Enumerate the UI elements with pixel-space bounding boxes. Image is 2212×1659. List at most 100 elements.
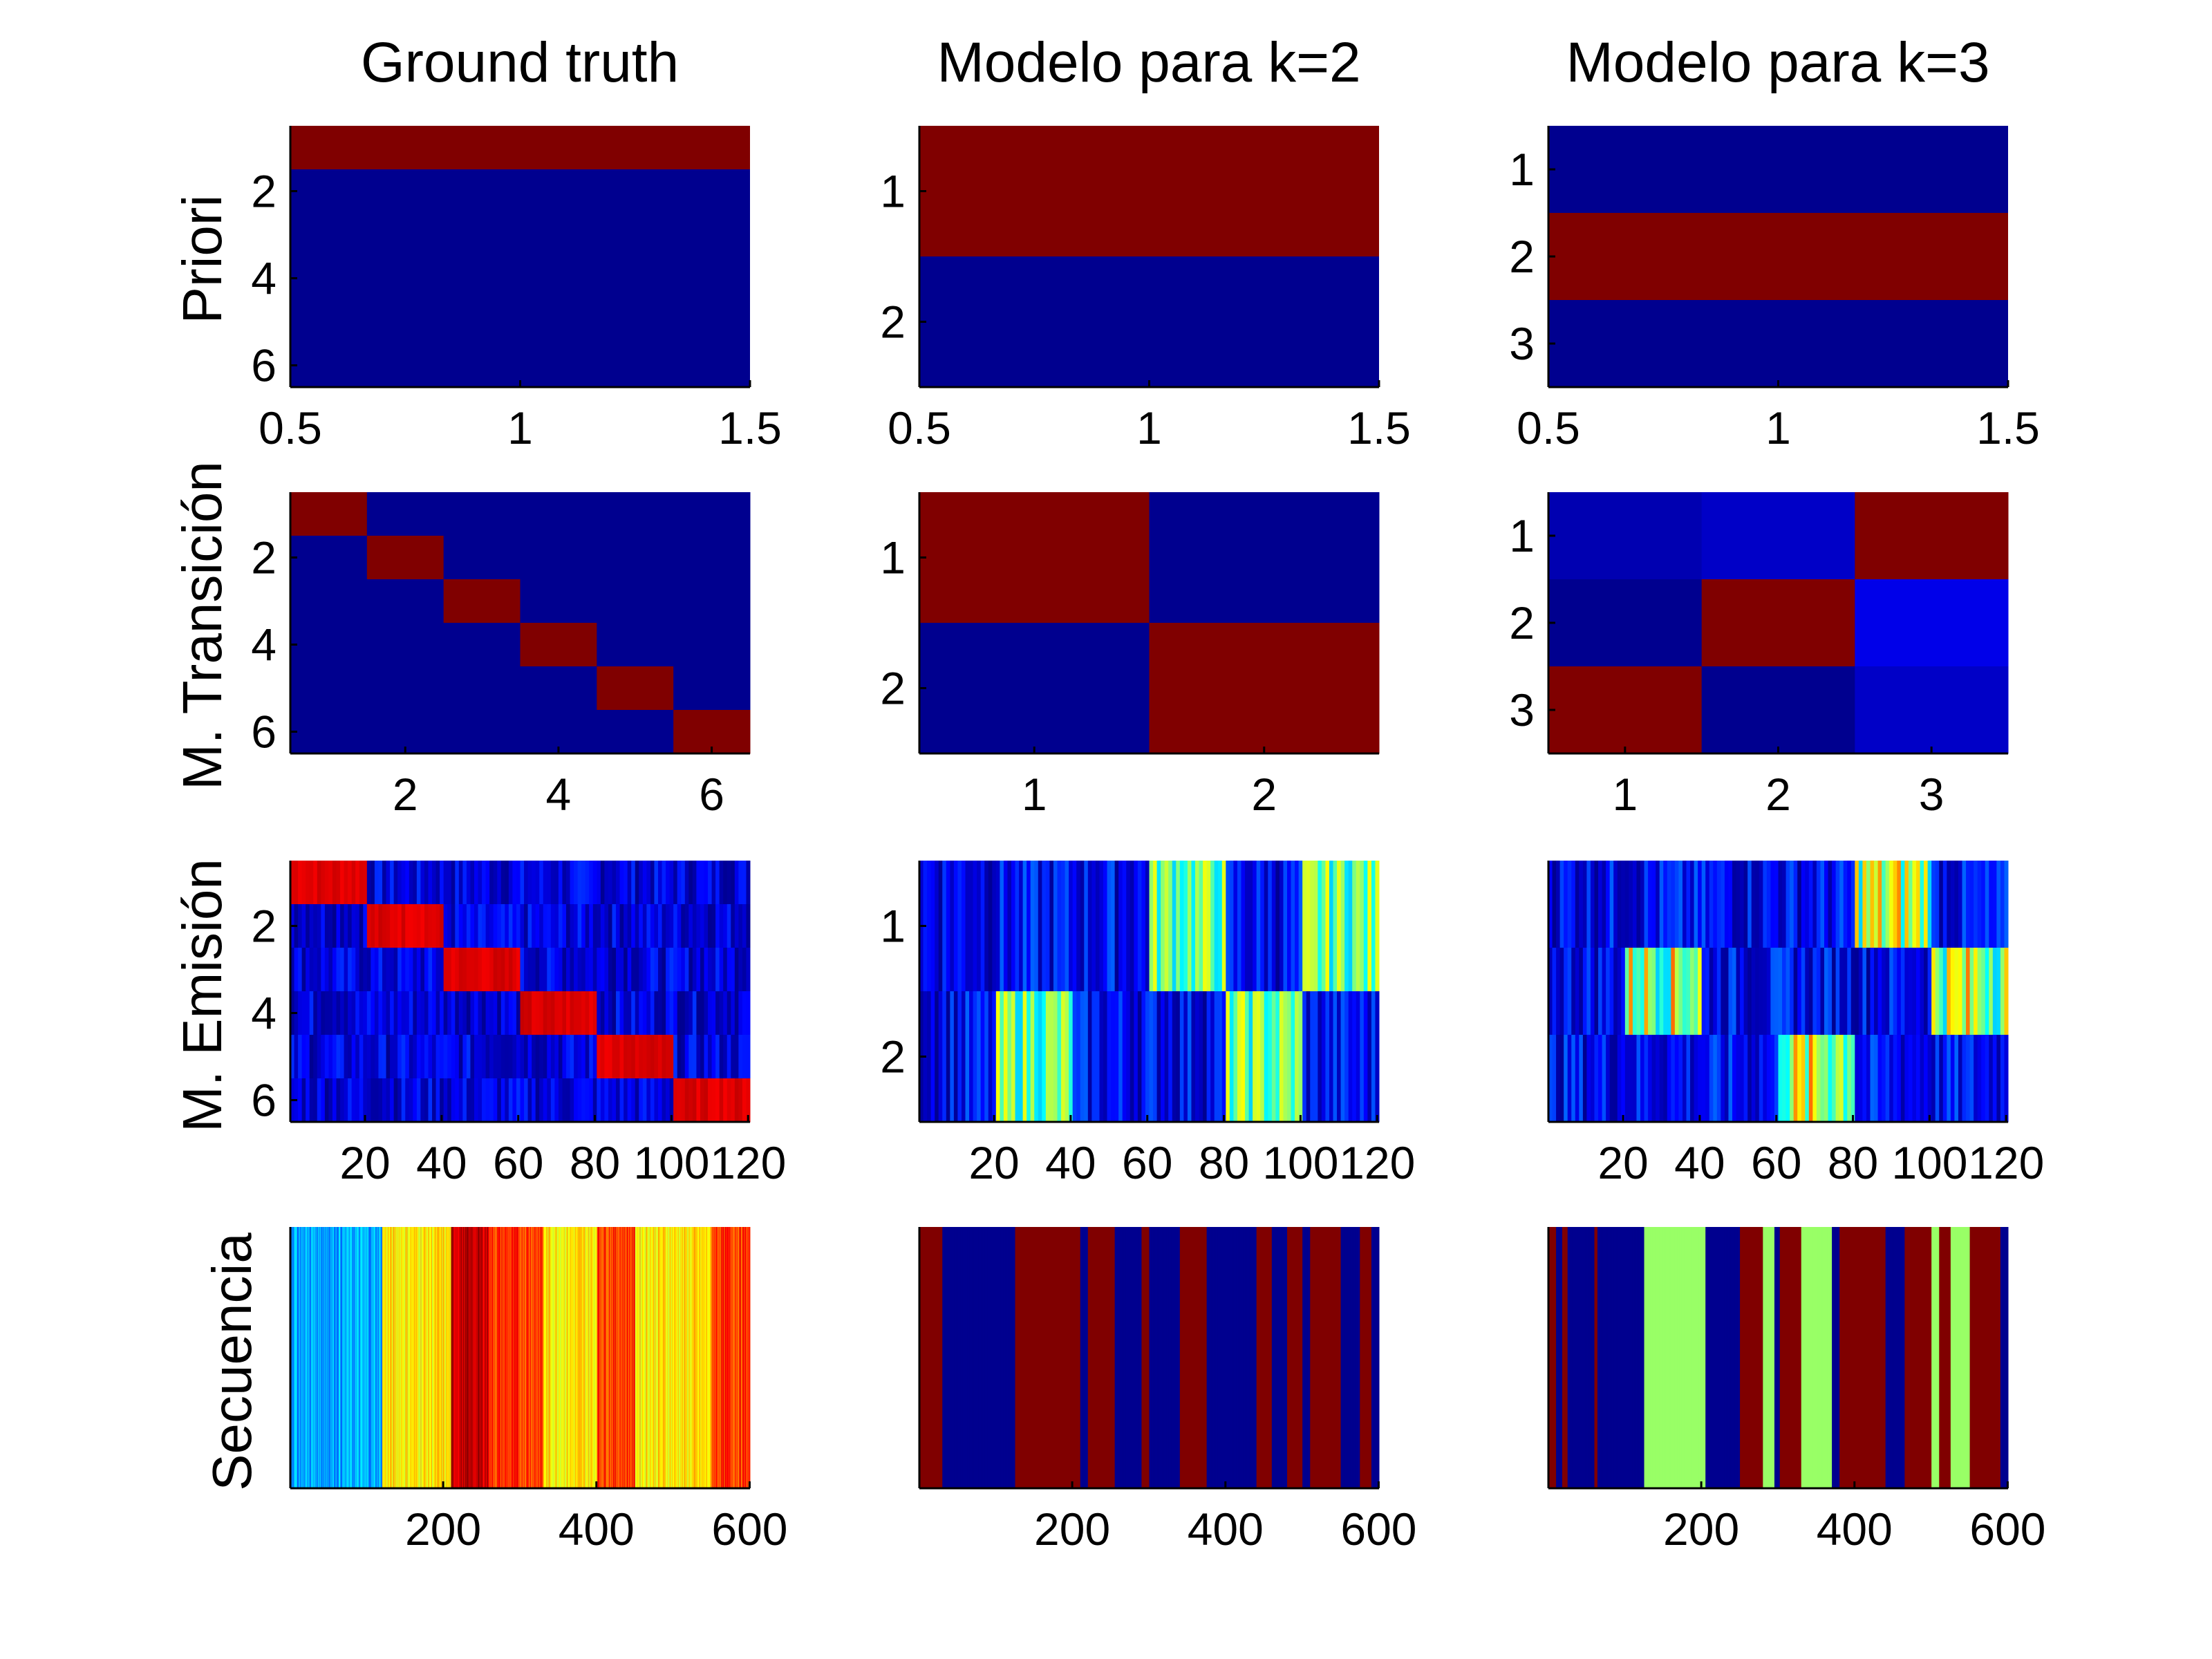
seq-k2-segment: [1155, 1227, 1156, 1488]
emis-gt-cell: [478, 1078, 482, 1123]
seq-k3-segment: [1884, 1227, 1886, 1488]
emis-gt-cell: [500, 904, 505, 948]
seq-k2-segment: [1314, 1227, 1316, 1488]
emis-k2-cell: [1087, 991, 1092, 1123]
emis-gt-cell: [677, 1078, 682, 1123]
emis-gt-cell: [619, 991, 624, 1035]
emis-gt-cell: [393, 861, 398, 905]
seq-gt-segment: [331, 1227, 333, 1488]
emis-k2-cell: [1287, 861, 1292, 992]
priori-gt-cell-2: [290, 169, 750, 214]
seq-gt-segment: [320, 1227, 321, 1488]
emis-gt-cell: [600, 991, 605, 1035]
emis-gt-cell: [366, 948, 371, 992]
emis-k2-cell: [1069, 991, 1074, 1123]
seq-k2-segment: [1344, 1227, 1346, 1488]
emis-k2-cell: [1195, 991, 1200, 1123]
seq-k3-segment: [1969, 1227, 1971, 1488]
seq-k2-segment: [997, 1227, 999, 1488]
seq-k3-segment: [1779, 1227, 1781, 1488]
emis-gt-cell: [600, 948, 605, 992]
seq-k2-segment: [1190, 1227, 1191, 1488]
emis-gt-cell: [708, 904, 713, 948]
seq-k2-segment: [1185, 1227, 1187, 1488]
seq-k3-segment: [1759, 1227, 1761, 1488]
seq-k2-segment: [1227, 1227, 1229, 1488]
emis-gt-cell: [570, 904, 574, 948]
emis-gt-cell: [482, 1078, 487, 1123]
emis-k3-cell: [1621, 861, 1626, 948]
emis-gt-cell: [574, 948, 579, 992]
trans-gt-cell-5-3: [443, 666, 521, 711]
seq-gt-segment: [429, 1227, 431, 1488]
seq-gt-segment: [551, 1227, 553, 1488]
emis-k2-cell: [1183, 861, 1188, 992]
emis-k3-cell: [1950, 948, 1955, 1035]
emis-gt-cell: [409, 991, 413, 1035]
seq-k2-segment: [1376, 1227, 1378, 1488]
emis-k3-cell: [1858, 861, 1863, 948]
emis-k3-cell: [1989, 1035, 1994, 1123]
seq-k2-segment: [1115, 1227, 1117, 1488]
emis-k2-cell: [1038, 861, 1042, 992]
seq-gt-segment: [332, 1227, 334, 1488]
seq-k3-segment: [1866, 1227, 1868, 1488]
trans-k3-xtick-label: 3: [1919, 769, 1944, 820]
trans-gt-cell-2-2: [366, 536, 444, 580]
emis-k3-cell: [1985, 1035, 1989, 1123]
seq-k3-segment: [1763, 1227, 1764, 1488]
seq-k2-segment: [1259, 1227, 1261, 1488]
seq-gt-segment: [387, 1227, 389, 1488]
emis-gt-cell: [642, 948, 647, 992]
emis-gt-cell: [290, 1035, 295, 1079]
emis-gt-cell: [474, 991, 479, 1035]
seq-k2-segment: [1192, 1227, 1194, 1488]
emis-k3-cell: [1682, 948, 1687, 1035]
emis-k2-cell: [1279, 861, 1284, 992]
emis-gt-cell: [363, 948, 368, 992]
seq-k2-segment: [1355, 1227, 1357, 1488]
emis-k3-cell: [1942, 948, 1947, 1035]
seq-k3-segment: [1642, 1227, 1644, 1488]
seq-gt-segment: [429, 1227, 431, 1488]
emis-k2-cell: [1003, 861, 1008, 992]
emis-k3-cell: [1992, 861, 1997, 948]
emis-gt-cell: [371, 904, 375, 948]
seq-k2-segment: [1119, 1227, 1121, 1488]
seq-gt-segment: [342, 1227, 344, 1488]
emis-gt-cell: [554, 861, 559, 905]
emis-k3-cell: [1556, 861, 1561, 948]
seq-k3-segment: [1625, 1227, 1627, 1488]
seq-k2-segment: [1042, 1227, 1043, 1488]
emis-k2-cell: [1271, 861, 1276, 992]
seq-gt-segment: [623, 1227, 624, 1488]
emis-k3-cell: [1564, 948, 1568, 1035]
seq-k2-segment: [1022, 1227, 1024, 1488]
emis-gt-cell: [478, 1035, 482, 1079]
emis-k2-cell: [1360, 861, 1365, 992]
seq-k3-segment: [1730, 1227, 1732, 1488]
seq-k3-segment: [1777, 1227, 1779, 1488]
seq-k3-segment: [1806, 1227, 1808, 1488]
seq-k2-segment: [1104, 1227, 1105, 1488]
emis-k3-cell: [1656, 948, 1660, 1035]
seq-k2-segment: [1121, 1227, 1123, 1488]
emis-gt-cell: [393, 1035, 398, 1079]
emis-gt-cell: [631, 861, 636, 905]
emis-gt-cell: [489, 991, 494, 1035]
seq-k2-segment: [1268, 1227, 1271, 1488]
emis-k3-cell: [1832, 861, 1837, 948]
seq-k3-segment: [1976, 1227, 1978, 1488]
emis-k3-cell: [2004, 861, 2009, 948]
emis-k2-cell: [995, 991, 1000, 1123]
seq-k3-segment: [1568, 1227, 1571, 1488]
seq-k3-segment: [1939, 1227, 1940, 1488]
emis-gt-cell: [734, 948, 739, 992]
emis-gt-cell: [363, 904, 368, 948]
emis-gt-cell: [592, 861, 597, 905]
seq-gt-segment: [349, 1227, 350, 1488]
seq-gt-segment: [619, 1227, 621, 1488]
seq-k3-segment: [1580, 1227, 1582, 1488]
seq-k2-segment: [934, 1227, 935, 1488]
emis-k3-xtick-label: 80: [1828, 1137, 1878, 1188]
